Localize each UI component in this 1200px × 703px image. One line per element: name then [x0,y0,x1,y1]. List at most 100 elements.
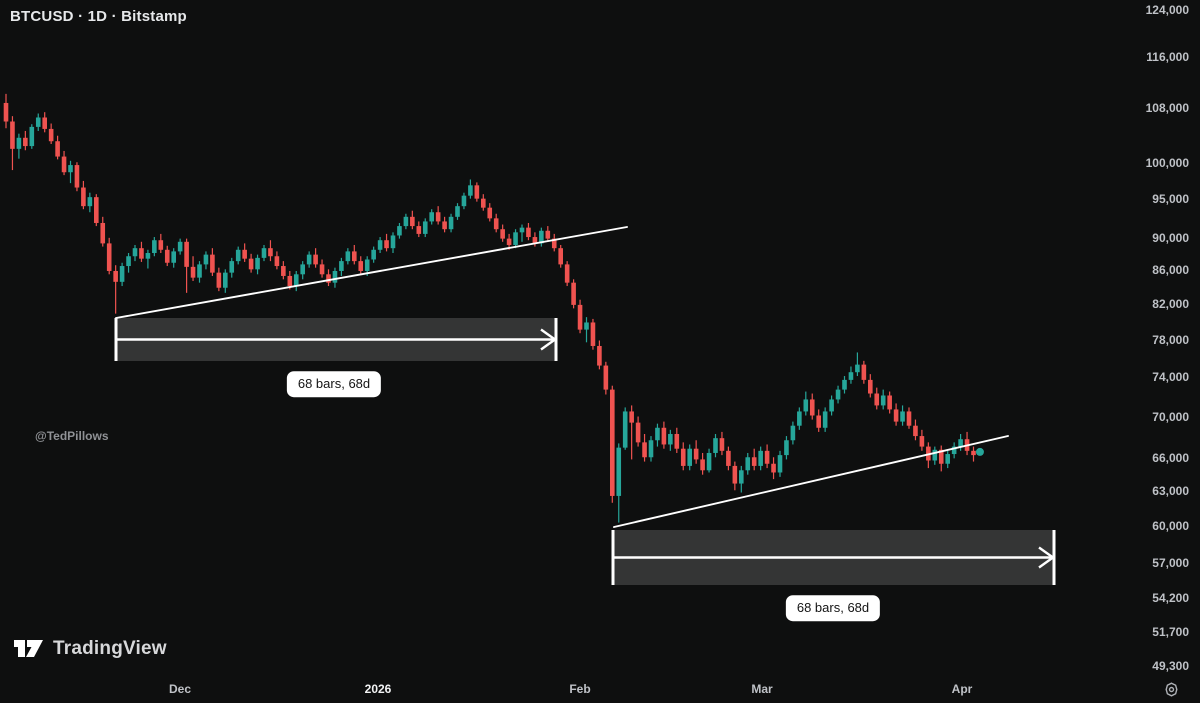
candle-body [306,254,312,265]
candle-body [880,395,886,406]
candle-body [448,216,454,230]
price-axis-label: 74,000 [1152,369,1189,384]
candle-body [771,463,776,473]
candle-body [23,137,28,147]
candle-body [397,226,402,236]
date-range-tool-2[interactable] [611,530,1056,585]
candle-body [726,450,731,466]
candle-body [442,221,447,230]
candle-body [861,364,867,380]
candle-body [287,275,293,287]
candle-body [610,389,615,496]
range-measure-label-1[interactable]: 68 bars, 68d [286,371,382,397]
time-axis-label: Apr [951,682,973,696]
candle-body [100,222,106,244]
time-axis[interactable]: Dec 2026 Feb Mar Apr [0,675,1200,703]
candle-body [887,395,892,410]
candle-body [326,274,331,283]
candle-body [868,379,873,394]
candle-body [184,241,189,267]
candle-body [126,256,131,267]
candle-body [500,229,505,239]
candle-body [248,258,254,270]
candlestick-series [3,93,976,523]
candle-body [680,448,686,466]
trendline-2[interactable] [613,435,1009,528]
candle-body [468,185,473,196]
candle-body [506,238,512,245]
candle-body [848,372,854,380]
candle-body [732,465,738,484]
tradingview-logo[interactable]: TradingView [14,636,167,662]
watermark: @TedPillows [35,429,109,443]
candle-body [10,121,15,149]
candle-body [584,322,589,330]
candle-body [177,241,183,252]
candle-body [622,411,628,448]
candle-body [893,409,899,422]
candle-body [487,207,493,219]
candle-body [816,415,821,428]
candle-body [281,266,286,276]
candle-body [945,454,950,464]
candle-body [777,455,783,473]
candle-body [132,248,138,257]
candle-body [319,264,325,275]
candle-body [390,235,396,249]
time-axis-label: Dec [168,682,191,696]
price-axis-label: 57,000 [1152,555,1189,570]
candle-body [655,427,660,441]
candle-body [751,457,757,466]
price-axis-label: 116,000 [1146,50,1189,65]
candle-body [377,240,383,250]
candle-body [913,425,918,437]
candle-body [797,411,802,426]
candle-body [384,240,389,249]
candle-body [313,254,318,265]
candle-body [339,261,344,271]
range-measure-label-2[interactable]: 68 bars, 68d [785,595,881,621]
candle-body [900,411,905,422]
candle-body [687,448,692,466]
candle-body [829,399,834,412]
candle-body [48,128,54,142]
candle-body [94,197,99,223]
candle-body [874,393,880,406]
candle-body [642,442,647,458]
candle-body [152,240,157,254]
candle-body [190,266,196,278]
candle-body [693,448,699,460]
candle-body [835,389,841,400]
candle-body [564,264,570,283]
price-axis[interactable]: 124,000 116,000 108,000 100,000 95,000 90,000… [1130,0,1200,675]
date-range-tool-1[interactable] [114,318,558,361]
candle-body [713,438,718,453]
candle-body [229,261,235,273]
trendline-1[interactable] [115,226,628,319]
price-axis-label: 95,000 [1152,192,1189,207]
candle-body [526,227,531,238]
candle-body [519,227,525,233]
candle-body [661,427,667,445]
candle-body [358,261,364,271]
settings-gear-icon[interactable] [1160,679,1182,699]
candle-body [371,249,376,260]
candle-body [210,254,215,273]
price-axis-label: 60,000 [1152,519,1189,534]
candle-body [648,440,654,458]
time-axis-label: 2026 [364,682,392,696]
candle-body [16,137,22,149]
candle-body [197,264,202,278]
candle-body [455,206,460,217]
candle-body [55,141,60,157]
candle-body [855,364,860,373]
candle-body [255,257,260,270]
price-axis-label: 86,000 [1152,263,1189,278]
candle-body [932,449,938,461]
symbol-legend[interactable]: BTCUSD · 1D · Bitstamp [10,8,187,25]
candle-body [113,270,118,282]
tradingview-logo-icon [14,640,43,657]
candle-body [577,304,583,330]
candle-body [758,450,763,466]
